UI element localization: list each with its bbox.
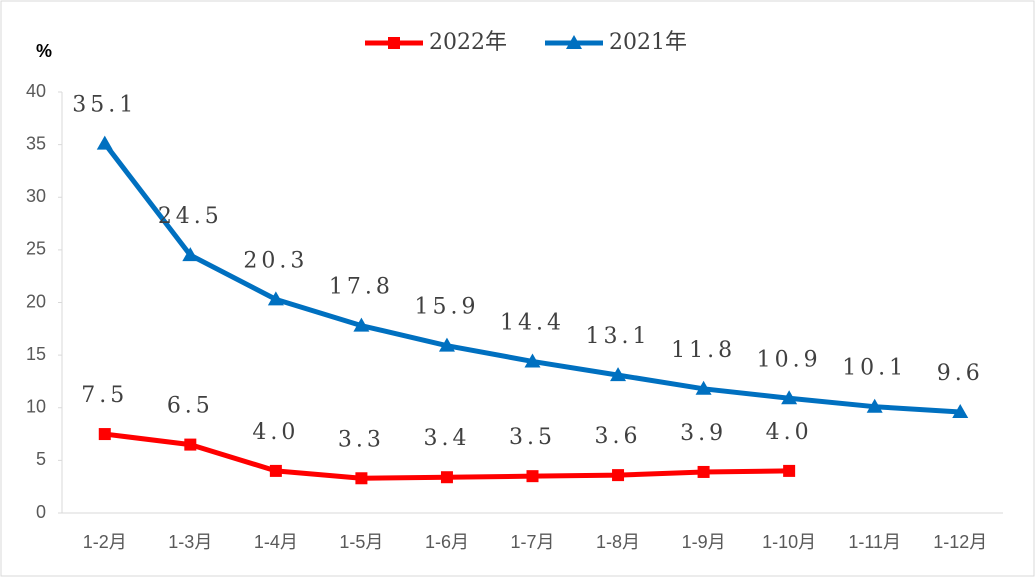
x-tick-label: 1-7月 bbox=[510, 532, 554, 552]
y-tick-label: 20 bbox=[26, 291, 46, 311]
y-axis-label: % bbox=[36, 41, 52, 61]
data-label: 3.4 bbox=[423, 426, 470, 451]
point bbox=[566, 35, 582, 49]
point bbox=[438, 337, 455, 352]
x-tick-label: 1-12月 bbox=[933, 532, 987, 552]
data-label: 24.5 bbox=[158, 204, 223, 229]
y-tick-label: 5 bbox=[36, 449, 46, 469]
point bbox=[783, 464, 796, 477]
data-label: 20.3 bbox=[243, 248, 308, 273]
x-tick-label: 1-9月 bbox=[682, 532, 726, 552]
x-tick-label: 1-3月 bbox=[168, 532, 212, 552]
point bbox=[697, 465, 710, 478]
point bbox=[524, 353, 541, 368]
x-tick-label: 1-6月 bbox=[425, 532, 469, 552]
y-tick-label: 25 bbox=[26, 239, 46, 259]
data-label: 11.8 bbox=[671, 338, 736, 363]
point bbox=[355, 472, 368, 485]
data-label: 10.9 bbox=[757, 347, 822, 372]
data-label: 10.1 bbox=[842, 356, 907, 381]
data-label: 35.1 bbox=[72, 93, 137, 118]
point bbox=[610, 367, 627, 382]
y-tick-label: 40 bbox=[26, 81, 46, 101]
point bbox=[695, 380, 712, 395]
legend-label: 2021年 bbox=[609, 30, 687, 55]
data-label: 17.8 bbox=[329, 275, 394, 300]
point bbox=[184, 438, 197, 451]
point bbox=[388, 37, 400, 49]
point bbox=[182, 247, 199, 262]
data-label: 7.5 bbox=[81, 383, 128, 408]
data-label: 4.0 bbox=[252, 420, 299, 445]
point bbox=[612, 469, 625, 482]
data-label: 3.9 bbox=[680, 421, 727, 446]
data-label: 4.0 bbox=[766, 420, 813, 445]
x-tick-label: 1-4月 bbox=[254, 532, 298, 552]
x-tick-label: 1-5月 bbox=[339, 532, 383, 552]
legend-label: 2022年 bbox=[429, 30, 507, 55]
data-label: 6.5 bbox=[167, 394, 214, 419]
data-label: 3.6 bbox=[595, 424, 642, 449]
y-tick-label: 10 bbox=[26, 397, 46, 417]
point bbox=[526, 470, 539, 483]
y-tick-label: 0 bbox=[36, 502, 46, 522]
data-label: 3.5 bbox=[509, 425, 556, 450]
point bbox=[952, 403, 969, 418]
data-label: 3.3 bbox=[338, 427, 385, 452]
point bbox=[353, 317, 370, 332]
y-tick-label: 30 bbox=[26, 186, 46, 206]
point bbox=[269, 464, 282, 477]
y-tick-label: 35 bbox=[26, 133, 46, 153]
data-label: 13.1 bbox=[586, 324, 651, 349]
data-label: 9.6 bbox=[937, 361, 984, 386]
x-tick-label: 1-11月 bbox=[848, 532, 901, 552]
x-tick-label: 1-2月 bbox=[83, 532, 127, 552]
data-label: 15.9 bbox=[414, 295, 479, 320]
data-label: 14.4 bbox=[500, 310, 565, 335]
x-tick-label: 1-10月 bbox=[762, 532, 816, 552]
point bbox=[866, 398, 883, 413]
y-tick-label: 15 bbox=[26, 344, 46, 364]
point bbox=[781, 390, 798, 405]
x-tick-label: 1-8月 bbox=[596, 532, 640, 552]
point bbox=[96, 135, 113, 150]
point bbox=[440, 471, 453, 484]
point bbox=[267, 291, 284, 306]
point bbox=[98, 428, 111, 441]
